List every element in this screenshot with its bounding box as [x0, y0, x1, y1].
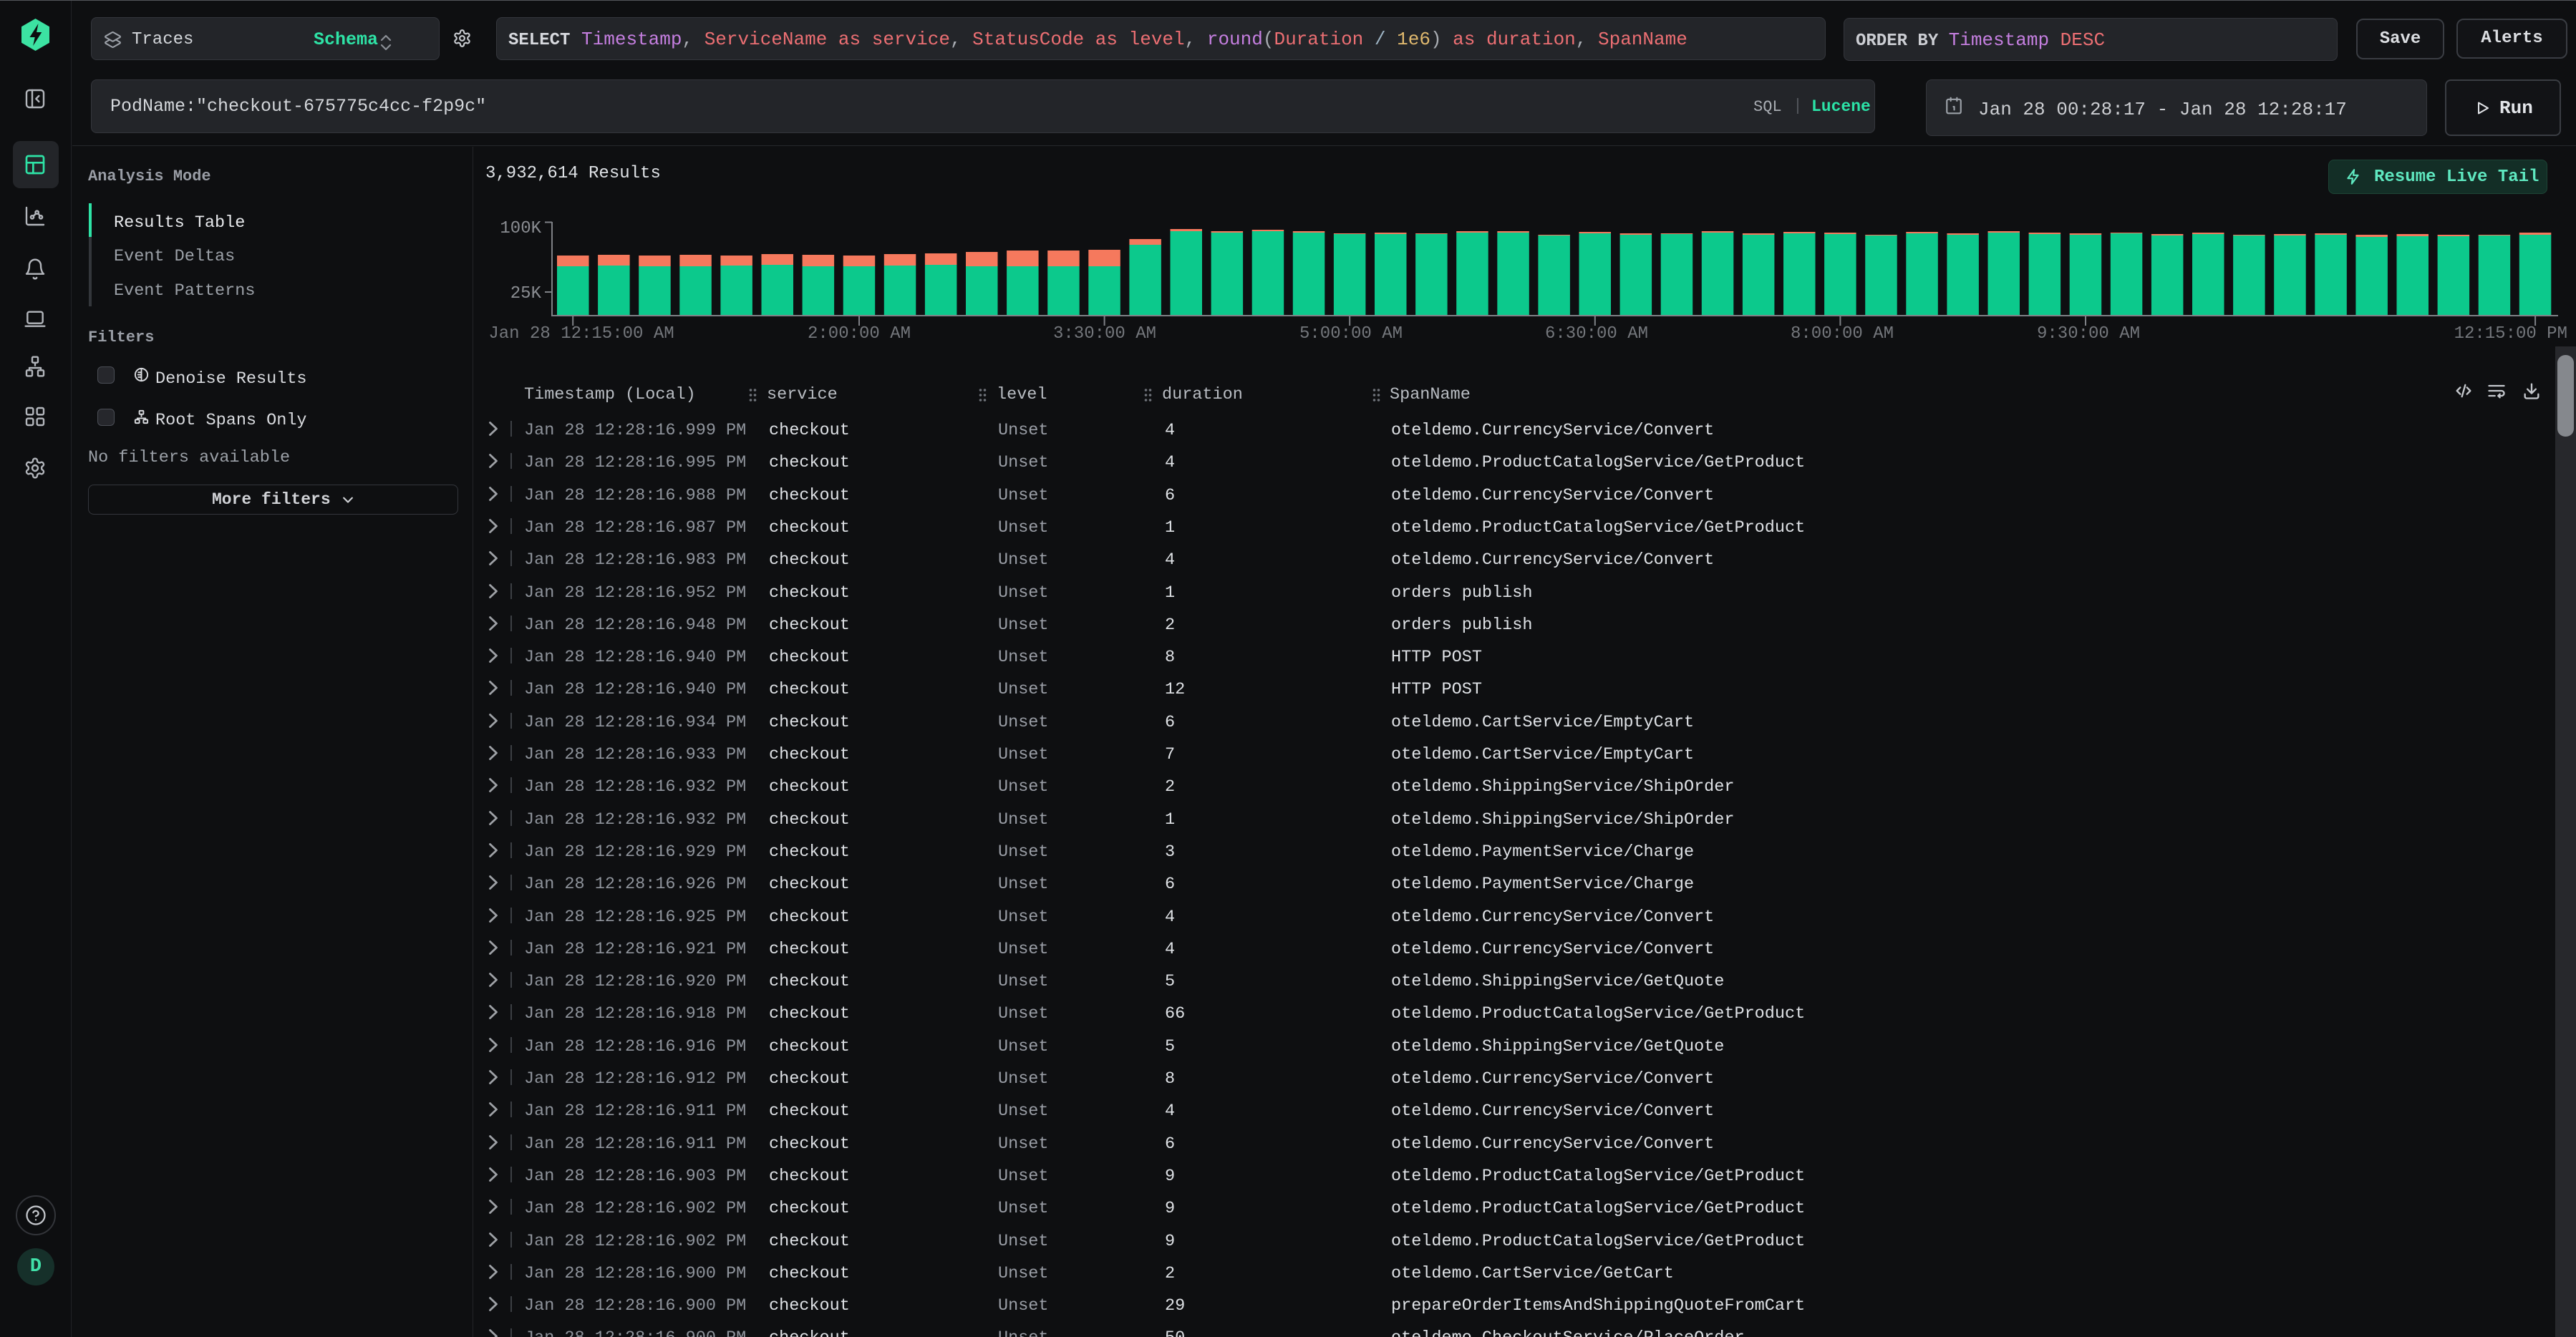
- svg-text:25K: 25K: [510, 284, 542, 303]
- svg-text:6:30:00 AM: 6:30:00 AM: [1545, 324, 1648, 344]
- svg-text:3:30:00 AM: 3:30:00 AM: [1053, 324, 1156, 344]
- svg-text:5:00:00 AM: 5:00:00 AM: [1299, 324, 1403, 344]
- svg-text:100K: 100K: [500, 219, 541, 238]
- svg-text:Jan 28 12:15:00 AM: Jan 28 12:15:00 AM: [488, 324, 674, 344]
- svg-text:9:30:00 AM: 9:30:00 AM: [2037, 324, 2140, 344]
- svg-text:8:00:00 AM: 8:00:00 AM: [1791, 324, 1894, 344]
- svg-text:2:00:00 AM: 2:00:00 AM: [808, 324, 911, 344]
- svg-text:12:15:00 PM: 12:15:00 PM: [2454, 324, 2567, 344]
